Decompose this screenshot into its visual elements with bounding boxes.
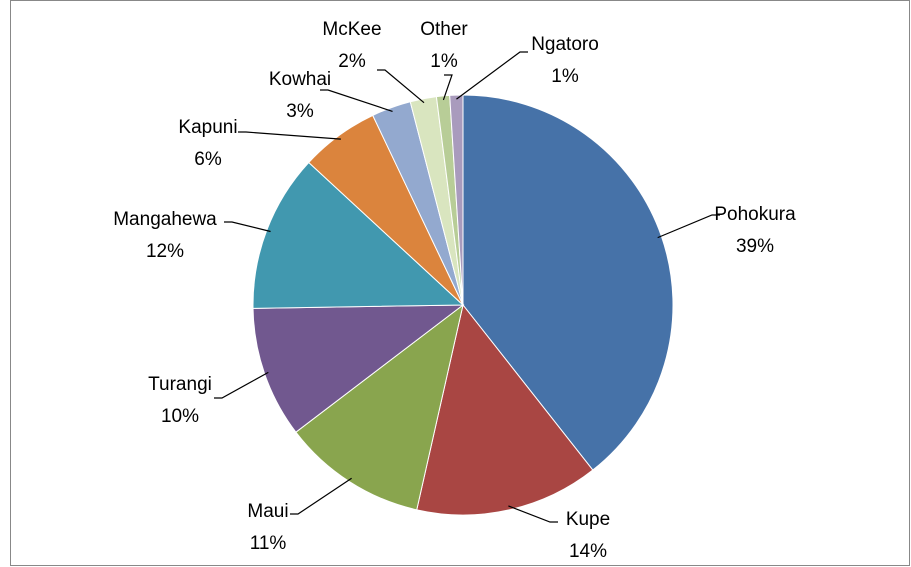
slice-value-label: 39% — [736, 236, 774, 257]
slice-label: Maui — [247, 501, 288, 522]
slice-value-label: 12% — [146, 241, 184, 262]
leader-line — [224, 221, 271, 233]
slice-label: Kapuni — [178, 117, 237, 138]
pie-slice — [252, 304, 465, 433]
slice-label: Turangi — [148, 374, 212, 395]
slice-label: Other — [420, 19, 468, 40]
leader-line — [442, 74, 453, 101]
slice-label: Mangahewa — [113, 209, 217, 230]
slice-value-label: 14% — [569, 541, 607, 562]
slice-value-label: 6% — [194, 149, 222, 170]
leader-line — [508, 505, 558, 523]
leader-line — [214, 371, 269, 399]
leader-line — [456, 51, 528, 100]
leader-line — [657, 214, 720, 239]
leader-line — [290, 477, 352, 515]
pie-slice — [416, 303, 594, 516]
leader-line — [320, 89, 393, 112]
slice-value-label: 2% — [338, 51, 366, 72]
slice-label: McKee — [322, 19, 381, 40]
slice-label: Kupe — [566, 509, 610, 530]
slice-value-label: 10% — [161, 406, 199, 427]
slice-label: Ngatoro — [531, 34, 599, 55]
slice-label: Pohokura — [714, 204, 796, 225]
slice-value-label: 1% — [551, 66, 579, 87]
slice-label: Kowhai — [269, 69, 331, 90]
leader-line — [238, 131, 341, 140]
slice-value-label: 11% — [250, 533, 287, 554]
slice-value-label: 3% — [286, 101, 314, 122]
slice-value-label: 1% — [430, 51, 458, 72]
leader-line — [377, 69, 425, 104]
pie-slice — [295, 303, 464, 511]
